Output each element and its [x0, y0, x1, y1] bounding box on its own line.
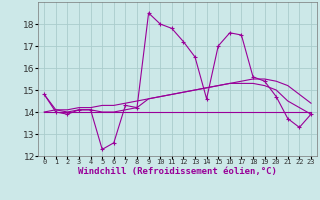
- X-axis label: Windchill (Refroidissement éolien,°C): Windchill (Refroidissement éolien,°C): [78, 167, 277, 176]
